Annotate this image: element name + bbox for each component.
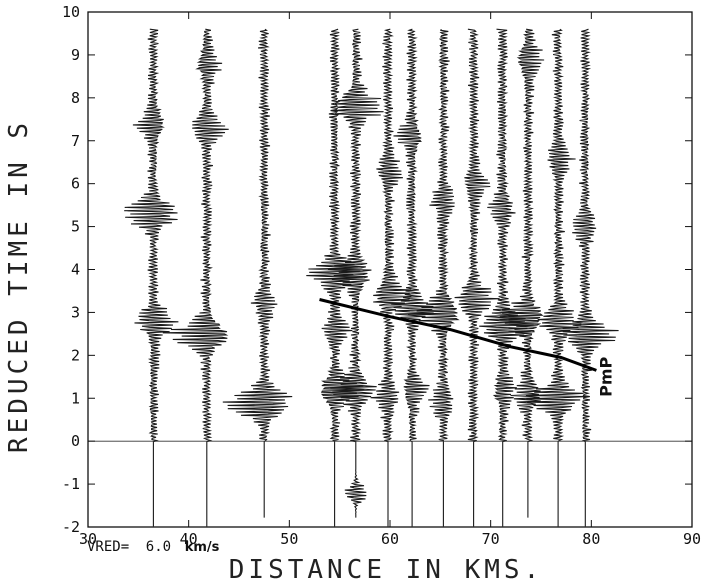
y-tick-label: 5: [71, 218, 80, 236]
y-tick-label: 10: [62, 3, 80, 21]
x-tick-label: 70: [482, 530, 500, 548]
seismic-trace: [370, 28, 412, 527]
seismic-trace: [391, 28, 434, 527]
x-tick-label: 50: [280, 530, 298, 548]
seismic-trace: [408, 28, 460, 527]
seismic-trace: [454, 28, 500, 527]
pmp-label: PmP: [597, 356, 616, 396]
y-tick-label: 1: [71, 389, 80, 407]
y-tick-label: 8: [71, 89, 80, 107]
y-tick-label: 9: [71, 46, 80, 64]
x-axis-title: DISTANCE IN KMS.: [229, 555, 543, 585]
reduction-velocity-label: VRED= 6.0 km/s: [87, 536, 220, 555]
tick-labels-layer: -2 -1 0 1 2 3 4 5 6 7 8 9 10 30 40 50 60 70 80 90: [62, 3, 701, 548]
seismic-trace: [499, 28, 545, 518]
y-tick-label: 3: [71, 303, 80, 321]
x-tick-label: 90: [683, 530, 701, 548]
y-tick-label: -2: [62, 518, 80, 536]
seismic-trace: [162, 28, 229, 527]
reduction-velocity-value: 6.0: [146, 539, 171, 555]
y-tick-label: 2: [71, 346, 80, 364]
curve-layer: PmP: [319, 298, 616, 397]
ticks-layer: [87, 11, 693, 528]
pmp-curve: [319, 298, 597, 372]
x-tick-label: 40: [180, 530, 198, 548]
y-axis-title: REDUCED TIME IN S: [4, 119, 34, 453]
seismic-trace: [479, 28, 534, 527]
seismic-trace: [124, 28, 179, 527]
x-tick-label: 60: [381, 530, 399, 548]
x-tick-label: 30: [79, 530, 97, 548]
reduction-velocity-prefix: VRED=: [87, 539, 129, 555]
y-tick-label: 4: [71, 261, 80, 279]
y-tick-label: -1: [62, 475, 80, 493]
seismic-trace: [525, 28, 587, 527]
seismic-trace: [222, 28, 293, 518]
y-tick-label: 6: [71, 175, 80, 193]
y-tick-label: 0: [71, 432, 80, 450]
reduction-velocity-unit: km/s: [185, 540, 220, 555]
seismic-trace: [327, 28, 384, 518]
x-tick-label: 80: [582, 530, 600, 548]
traces-layer: [124, 28, 619, 527]
seismic-trace: [562, 28, 619, 527]
y-tick-label: 7: [71, 132, 80, 150]
